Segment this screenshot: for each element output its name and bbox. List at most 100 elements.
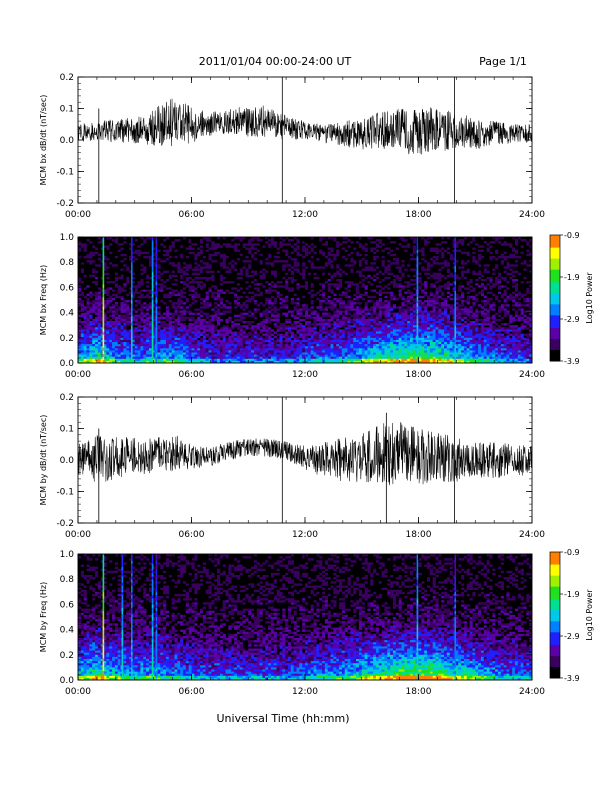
spectrogram-cell [185,310,189,313]
spectrogram-cell [432,274,436,278]
spectrogram-cell [165,279,170,282]
spectrogram-cell [112,281,116,284]
spectrogram-cell [106,304,110,307]
spectrogram-cell [131,344,136,347]
spectrogram-cell [407,291,411,294]
spectrogram-cell [200,323,204,326]
spectrogram-cell [367,327,371,330]
spectrogram-cell [310,295,314,299]
spectrogram-cell [211,243,215,246]
spectrogram-cell [191,295,195,299]
spectrogram-cell [404,308,408,311]
spectrogram-cell [330,354,334,357]
spectrogram-cell [273,270,277,273]
spectrogram-cell [256,293,260,297]
spectrogram-cell [390,333,394,336]
spectrogram-cell [370,329,374,332]
spectrogram-cell [92,260,96,263]
spectrogram-cell [103,262,107,265]
spectrogram-cell [310,289,314,292]
spectrogram-cell [441,346,445,349]
spectrogram-cell [378,339,382,343]
spectrogram-cell [446,283,451,286]
spectrogram-cell [134,354,138,357]
spectrogram-cell [222,346,226,349]
spectrogram-cell [208,356,212,360]
spectrogram-cell [404,285,408,288]
spectrogram-cell [324,327,328,330]
spectrogram-cell [97,312,101,315]
spectrogram-cell [177,323,181,326]
spectrogram-cell [461,262,465,265]
spectrogram-cell [171,291,175,294]
spectrogram-cell [466,291,470,294]
spectrogram-cell [432,285,436,288]
spectrogram-cell [191,333,195,336]
spectrogram-cell [242,266,246,269]
spectrogram-cell [367,316,371,320]
spectrogram-cell [427,295,431,299]
spectrogram-cell [384,247,388,250]
y-tick-label: 0.1 [60,105,74,115]
spectrogram-cell [171,339,175,343]
spectrogram-cell [234,295,238,299]
spectrogram-cell [466,253,470,257]
spectrogram-cell [375,335,380,339]
spectrogram-cell [123,354,127,357]
spectrogram-cell [452,304,456,307]
spectrogram-cell [265,352,269,355]
spectrogram-cell [106,321,110,324]
spectrogram-cell [358,354,363,357]
spectrogram-cell [441,360,445,364]
spectrogram-cell [307,342,311,345]
spectrogram-cell [95,352,99,355]
spectrogram-cell [95,344,99,347]
spectrogram-cell [435,318,439,322]
spectrogram-cell [262,268,266,271]
spectrogram-cell [287,287,292,290]
spectrogram-cell [429,327,433,330]
spectrogram-cell [356,312,360,315]
spectrogram-cell [197,344,201,347]
spectrogram-cell [123,344,127,347]
spectrogram-cell [225,318,229,322]
spectrogram-cell [361,331,365,334]
spectrogram-cell [270,262,275,265]
spectrogram-cell [214,337,218,341]
spectrogram-cell [395,331,399,334]
spectrogram-cell [427,337,431,341]
spectrogram-cell [444,312,448,315]
spectrogram-cell [259,350,263,353]
spectrogram-cell [350,360,354,364]
spectrogram-cell [341,337,346,341]
spectrogram-cell [126,279,130,282]
spectrogram-cell [180,281,184,284]
spectrogram-cell [370,354,374,357]
spectrogram-cell [358,325,363,328]
spectrogram-cell [83,255,87,259]
spectrogram-cell [452,316,456,320]
spectrogram-cell [384,308,388,311]
spectrogram-cell [398,289,402,292]
spectrogram-cell [253,283,258,286]
spectrogram-cell [129,316,133,320]
spectrogram-cell [333,360,337,364]
spectrogram-cell [194,356,198,360]
spectrogram-cell [205,266,209,269]
spectrogram-cell [137,253,141,257]
spectrogram-cell [174,360,178,364]
spectrogram-cell [194,281,198,284]
spectrogram-cell [217,348,221,351]
spectrogram-cell [293,243,297,246]
spectrogram-cell [387,291,391,294]
spectrogram-cell [307,329,311,332]
spectrogram-cell [143,329,147,332]
spectrogram-cell [330,306,334,309]
spectrogram-cell [163,356,167,360]
spectrogram-cell [330,352,334,355]
spectrogram-cell [219,352,224,355]
spectrogram-cell [427,268,431,271]
spectrogram-cell [390,352,394,355]
spectrogram-cell [214,356,218,360]
